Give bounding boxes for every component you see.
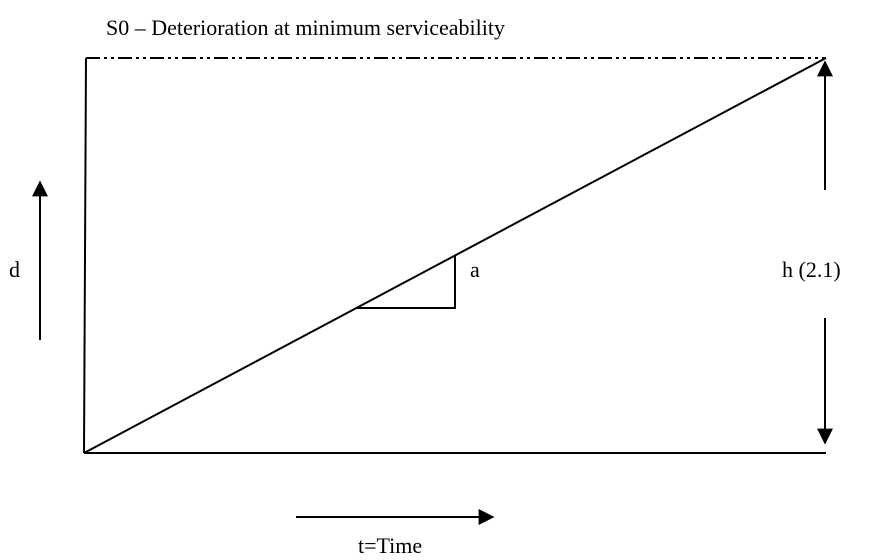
height-label: h (2.1) <box>782 257 841 282</box>
slope-label: a <box>470 257 480 282</box>
x-label: t=Time <box>358 533 422 558</box>
deterioration-line <box>83 57 827 454</box>
y-label: d <box>9 257 20 282</box>
slope-triangle <box>357 256 456 309</box>
left-edge <box>83 57 87 454</box>
title: S0 – Deterioration at minimum serviceabi… <box>106 15 505 40</box>
